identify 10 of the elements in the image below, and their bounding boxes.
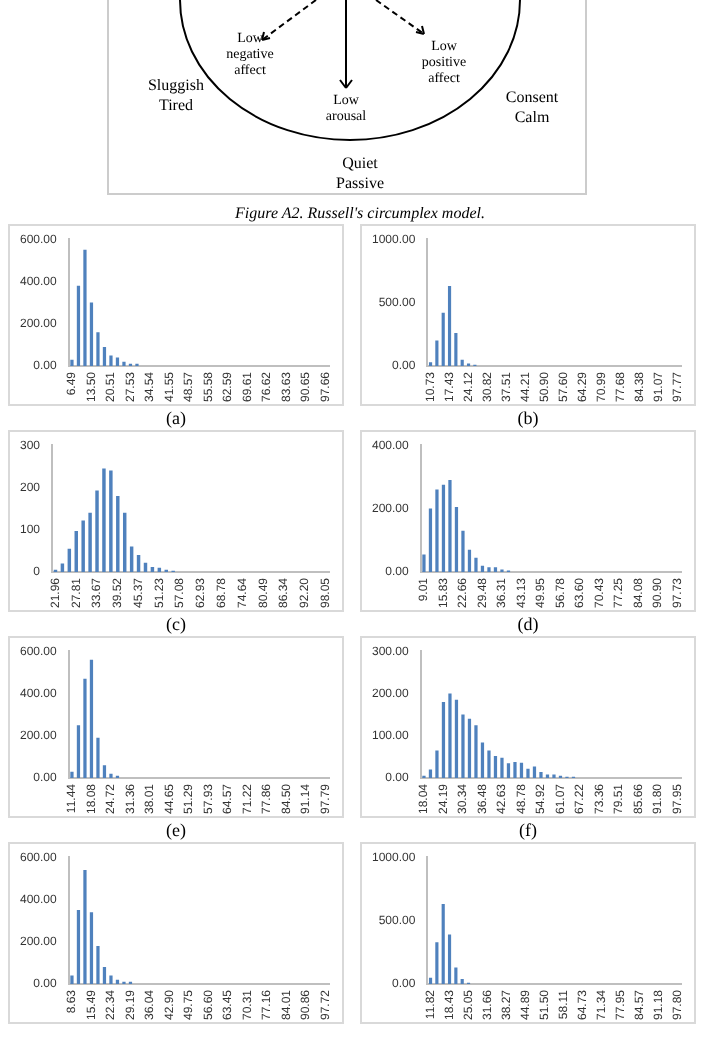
text: (a)	[164, 406, 188, 430]
text: (f)	[517, 818, 539, 842]
caption: Figure A2. Russell's circumplex model.	[233, 204, 487, 222]
text: (b)	[515, 406, 541, 430]
text: Consent Calm	[503, 88, 561, 128]
text: Quiet Passive	[334, 154, 386, 194]
text: Sluggish Tired	[145, 76, 206, 116]
text: (c)	[164, 612, 188, 636]
text: (d)	[515, 612, 541, 636]
text: (e)	[164, 818, 188, 842]
